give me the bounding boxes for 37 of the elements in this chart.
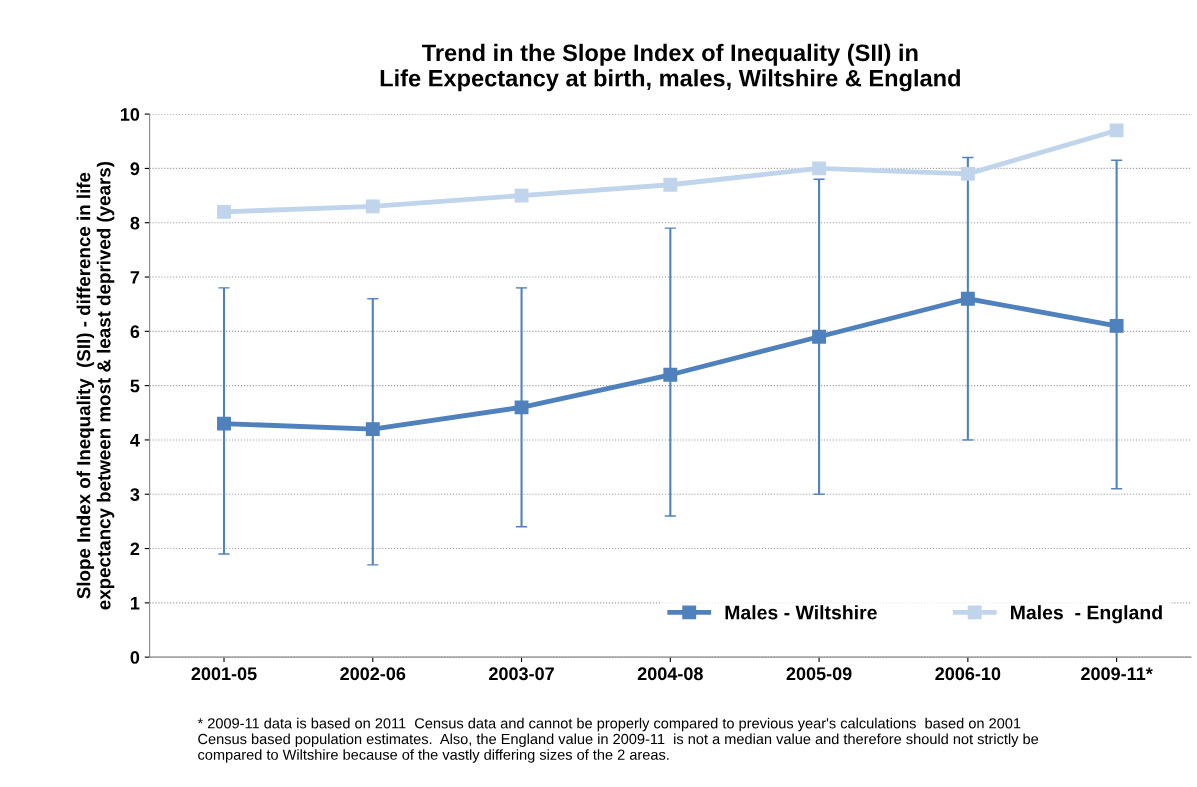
point bbox=[960, 166, 975, 181]
y-axis-title: Slope Index of Inequality (SII) - difference in life expectancy between most & least deprived (years) bbox=[76, 161, 115, 610]
x-tick-label: 2002-06 bbox=[340, 667, 406, 681]
point bbox=[812, 329, 827, 344]
x-tick-label: 2001-05 bbox=[191, 667, 257, 681]
point bbox=[1109, 318, 1124, 333]
point bbox=[217, 416, 231, 431]
y-tick-label: 0 bbox=[130, 651, 140, 664]
x-tick-label: 2006-10 bbox=[935, 667, 1001, 681]
y-tick-label: 6 bbox=[130, 325, 140, 339]
legend-label: Males - England bbox=[1010, 605, 1162, 624]
point bbox=[365, 199, 380, 214]
y-tick-label: 1 bbox=[131, 596, 140, 610]
x-tick-label: 2004-08 bbox=[637, 667, 703, 681]
legend-label: Males - Wiltshire bbox=[725, 605, 877, 620]
point bbox=[217, 204, 231, 219]
y-tick-label: 8 bbox=[130, 216, 140, 230]
y-tick-label: 3 bbox=[130, 488, 140, 501]
point bbox=[663, 367, 678, 382]
x-tick-label: 2009-11* bbox=[1081, 667, 1153, 681]
point bbox=[514, 188, 529, 203]
y-tick-label: 2 bbox=[130, 542, 140, 556]
x-tick-label: 2005-09 bbox=[786, 667, 852, 681]
text: * 2009-11 data is based on 2011 Census data and cannot be properly compared to previous year's calculations based on 2001 Census based population estimates. Also, the England value in 2009-11 is not a median value and therefore should not strictly be compared to Wiltshire because of the vastly differing sizes of the 2 areas. bbox=[197, 717, 1039, 763]
x-tick-label: 2003-07 bbox=[489, 667, 554, 681]
point bbox=[514, 400, 529, 415]
y-tick-label: 7 bbox=[130, 271, 140, 284]
y-tick-label: 4 bbox=[130, 434, 140, 447]
point bbox=[812, 161, 827, 176]
point bbox=[365, 422, 380, 437]
point bbox=[1109, 123, 1124, 138]
y-tick-label: 5 bbox=[130, 379, 140, 393]
chart-title: Trend in the Slope Index of Inequality (SII) in Life Expectancy at birth, males, Wiltshire & England bbox=[380, 43, 960, 92]
y-tick-label: 9 bbox=[130, 162, 140, 176]
y-tick-label: 10 bbox=[120, 108, 140, 121]
point bbox=[960, 291, 975, 306]
point bbox=[663, 177, 678, 192]
